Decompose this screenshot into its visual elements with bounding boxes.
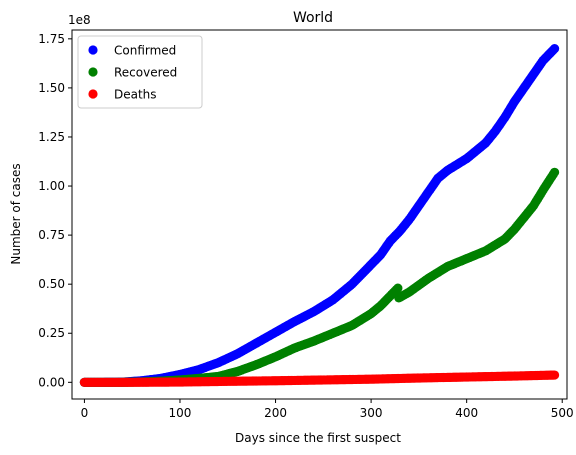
- y-tick-label: 1.25: [38, 130, 65, 144]
- x-axis-label: Days since the first suspect: [235, 431, 401, 445]
- x-tick-label: 400: [455, 406, 478, 420]
- y-tick-label: 1.75: [38, 32, 65, 46]
- legend: Confirmed Recovered Deaths: [77, 35, 203, 109]
- y-axis: 0.00 0.25 0.50 0.75 1.00 1.25 1.50 1.75: [38, 32, 72, 389]
- points-layer: [79, 44, 560, 387]
- legend-label-deaths: Deaths: [114, 88, 157, 102]
- x-tick-label: 0: [81, 406, 89, 420]
- y-tick-label: 0.00: [38, 375, 65, 389]
- x-tick-label: 300: [360, 406, 383, 420]
- y-axis-label: Number of cases: [9, 163, 23, 264]
- recovered-point: [549, 167, 560, 177]
- deaths-point: [549, 370, 560, 380]
- y-tick-label: 1.00: [38, 179, 65, 193]
- y-tick-label: 0.75: [38, 228, 65, 242]
- confirmed-point: [549, 44, 560, 54]
- y-tick-label: 0.50: [38, 277, 65, 291]
- legend-marker-deaths: [88, 89, 98, 99]
- x-tick-label: 100: [169, 406, 192, 420]
- legend-box: [77, 35, 203, 109]
- legend-label-recovered: Recovered: [114, 66, 177, 80]
- y-offset-text: 1e8: [68, 13, 91, 27]
- x-tick-label: 500: [551, 406, 574, 420]
- legend-marker-confirmed: [88, 45, 98, 55]
- y-tick-label: 1.50: [38, 81, 65, 95]
- chart-title: World: [293, 10, 333, 26]
- x-tick-label: 200: [264, 406, 287, 420]
- y-tick-label: 0.25: [38, 326, 65, 340]
- recovered-point: [393, 283, 403, 293]
- legend-label-confirmed: Confirmed: [114, 44, 176, 58]
- plot-frame: [71, 29, 568, 400]
- x-axis: 0 100 200 300 400 500: [81, 399, 574, 420]
- legend-marker-recovered: [88, 67, 98, 77]
